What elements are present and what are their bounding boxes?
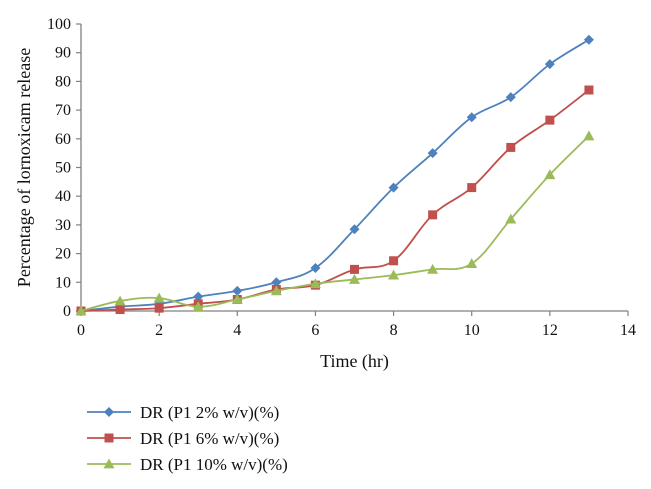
legend: DR (P1 2% w/v)(%) DR (P1 6% w/v)(%) DR (P1… bbox=[87, 403, 288, 474]
series-3-point bbox=[388, 269, 400, 280]
y-tick-label: 20 bbox=[55, 246, 71, 263]
series-3-point bbox=[75, 305, 87, 316]
legend-square-icon bbox=[104, 433, 114, 443]
x-tick-label: 6 bbox=[311, 322, 319, 339]
legend-label: DR (P1 2% w/v)(%) bbox=[140, 403, 279, 422]
y-tick-label: 40 bbox=[55, 188, 71, 205]
series-3-point bbox=[466, 258, 478, 269]
series-3-point bbox=[583, 130, 595, 141]
series-3-point bbox=[427, 263, 439, 274]
series-1-point bbox=[388, 182, 399, 193]
series-3 bbox=[75, 130, 595, 316]
series-2-point bbox=[428, 210, 438, 220]
y-tick-label: 60 bbox=[55, 131, 71, 148]
y-tick-label: 100 bbox=[47, 16, 71, 33]
series-1-point bbox=[232, 285, 243, 296]
series-2-point bbox=[154, 303, 164, 313]
series-1-point bbox=[193, 291, 204, 302]
y-tick-label: 10 bbox=[55, 274, 71, 291]
x-tick-label: 4 bbox=[233, 322, 241, 339]
y-axis-title: Percentage of lornoxicam release bbox=[14, 48, 34, 287]
series-3-point bbox=[231, 294, 243, 304]
legend-diamond-icon bbox=[104, 407, 114, 417]
series-1-point bbox=[544, 59, 555, 70]
legend-item: DR (P1 6% w/v)(%) bbox=[87, 429, 279, 448]
legend-triangle-icon bbox=[103, 458, 115, 469]
series-3-point bbox=[114, 295, 126, 306]
x-tick-label: 10 bbox=[464, 322, 480, 339]
series-3-point bbox=[309, 278, 321, 289]
legend-label: DR (P1 10% w/v)(%) bbox=[140, 455, 288, 474]
legend-item: DR (P1 10% w/v)(%) bbox=[87, 455, 288, 474]
series-2-point bbox=[115, 305, 125, 315]
y-ticks: 0 10 20 30 40 50 60 70 80 90 100 bbox=[47, 16, 81, 320]
series-3-point bbox=[270, 285, 282, 296]
series-1-point bbox=[505, 92, 516, 103]
series-2-point bbox=[389, 256, 399, 266]
legend-label: DR (P1 6% w/v)(%) bbox=[140, 429, 279, 448]
legend-item: DR (P1 2% w/v)(%) bbox=[87, 403, 279, 422]
y-tick-label: 90 bbox=[55, 45, 71, 62]
x-axis-title: Time (hr) bbox=[320, 351, 389, 372]
series-2-point bbox=[467, 183, 477, 193]
series-3-point bbox=[192, 301, 204, 312]
series-2-point bbox=[545, 115, 555, 125]
series-2-line bbox=[80, 89, 590, 312]
y-tick-label: 30 bbox=[55, 217, 71, 234]
y-tick-label: 0 bbox=[63, 303, 71, 320]
x-tick-label: 14 bbox=[620, 322, 636, 339]
series-1-point bbox=[271, 277, 282, 288]
series-1-point bbox=[349, 224, 360, 235]
series-3-point bbox=[349, 273, 360, 284]
series-layer bbox=[75, 34, 595, 316]
series-3-point bbox=[544, 169, 556, 180]
y-tick-label: 70 bbox=[55, 102, 71, 119]
series-1 bbox=[76, 34, 594, 316]
y-tick-label: 80 bbox=[55, 73, 71, 90]
series-3-point bbox=[153, 292, 165, 303]
series-2-point bbox=[506, 142, 516, 152]
x-tick-label: 2 bbox=[155, 322, 163, 339]
series-2-point bbox=[350, 264, 359, 274]
series-1-line bbox=[80, 39, 590, 312]
series-1-point bbox=[310, 262, 321, 273]
series-1-point bbox=[427, 148, 438, 159]
series-1-point bbox=[583, 34, 594, 45]
series-1-point bbox=[466, 112, 477, 123]
x-tick-label: 12 bbox=[542, 322, 558, 339]
y-tick-label: 50 bbox=[55, 160, 71, 177]
series-3-point bbox=[505, 213, 517, 224]
series-2-point bbox=[584, 85, 594, 95]
x-tick-label: 0 bbox=[77, 322, 85, 339]
x-tick-label: 8 bbox=[390, 322, 398, 339]
x-ticks: 0 2 4 6 8 10 12 14 bbox=[77, 311, 636, 339]
